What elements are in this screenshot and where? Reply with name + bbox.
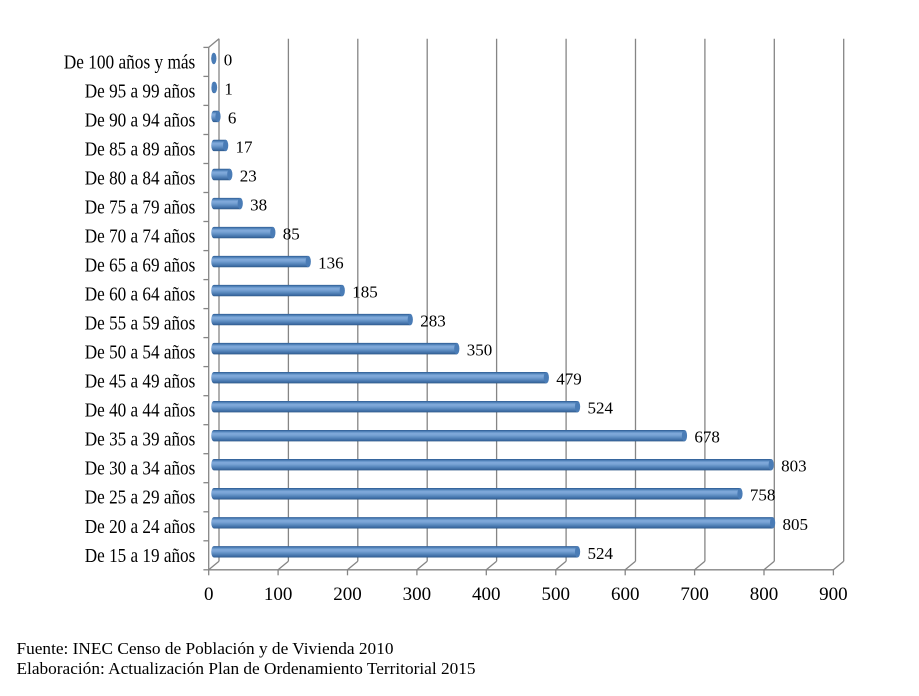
svg-text:De 65 a 69 años: De 65 a 69 años: [85, 256, 196, 277]
svg-text:283: 283: [420, 312, 446, 331]
svg-text:524: 524: [588, 399, 614, 418]
svg-text:800: 800: [750, 584, 779, 605]
svg-text:De 25 a 29 años: De 25 a 29 años: [85, 488, 196, 509]
svg-text:De 20 a 24 años: De 20 a 24 años: [85, 517, 196, 538]
svg-text:700: 700: [680, 584, 709, 605]
svg-text:600: 600: [611, 584, 640, 605]
svg-text:De 85 a 89 años: De 85 a 89 años: [85, 140, 196, 161]
svg-text:De 55 a 59 años: De 55 a 59 años: [85, 314, 196, 335]
svg-text:200: 200: [333, 584, 362, 605]
svg-text:De 45 a 49 años: De 45 a 49 años: [85, 372, 196, 393]
svg-text:136: 136: [318, 254, 344, 273]
svg-text:6: 6: [228, 109, 237, 128]
svg-text:803: 803: [781, 457, 807, 476]
svg-text:17: 17: [236, 138, 254, 157]
svg-text:Fuente: INEC Censo de Població: Fuente: INEC Censo de Población y de Viv…: [17, 639, 394, 658]
svg-text:0: 0: [204, 584, 214, 605]
svg-text:De 90 a 94 años: De 90 a 94 años: [85, 111, 196, 132]
svg-text:De 40 a 44 años: De 40 a 44 años: [85, 401, 196, 422]
svg-text:524: 524: [588, 544, 614, 563]
svg-text:De 35 a 39 años: De 35 a 39 años: [85, 430, 196, 451]
svg-text:400: 400: [472, 584, 501, 605]
svg-text:85: 85: [283, 225, 300, 244]
svg-text:23: 23: [240, 167, 257, 186]
svg-text:De 75 a 79 años: De 75 a 79 años: [85, 198, 196, 219]
svg-text:500: 500: [542, 584, 571, 605]
svg-text:300: 300: [403, 584, 432, 605]
svg-text:100: 100: [264, 584, 293, 605]
svg-text:Elaboración: Actualización Pla: Elaboración: Actualización Plan de Orden…: [17, 659, 476, 678]
svg-text:De 15 a 19 años: De 15 a 19 años: [85, 546, 196, 567]
svg-text:758: 758: [750, 486, 776, 505]
svg-text:678: 678: [694, 428, 720, 447]
svg-text:38: 38: [250, 196, 267, 215]
svg-text:De 80 a 84 años: De 80 a 84 años: [85, 169, 196, 190]
svg-text:De 50 a 54 años: De 50 a 54 años: [85, 343, 196, 364]
svg-text:900: 900: [819, 584, 848, 605]
svg-text:185: 185: [352, 283, 378, 302]
svg-text:479: 479: [556, 370, 582, 389]
svg-text:805: 805: [783, 515, 809, 534]
svg-text:De 60 a 64 años: De 60 a 64 años: [85, 285, 196, 306]
svg-text:De 100 años y más: De 100 años y más: [64, 52, 196, 73]
svg-text:1: 1: [224, 79, 233, 98]
svg-text:De 95 a 99 años: De 95 a 99 años: [85, 81, 196, 102]
svg-text:350: 350: [467, 341, 493, 360]
svg-text:0: 0: [224, 50, 233, 69]
svg-text:De 70 a 74 años: De 70 a 74 años: [85, 227, 196, 248]
svg-text:De 30 a 34 años: De 30 a 34 años: [85, 459, 196, 480]
